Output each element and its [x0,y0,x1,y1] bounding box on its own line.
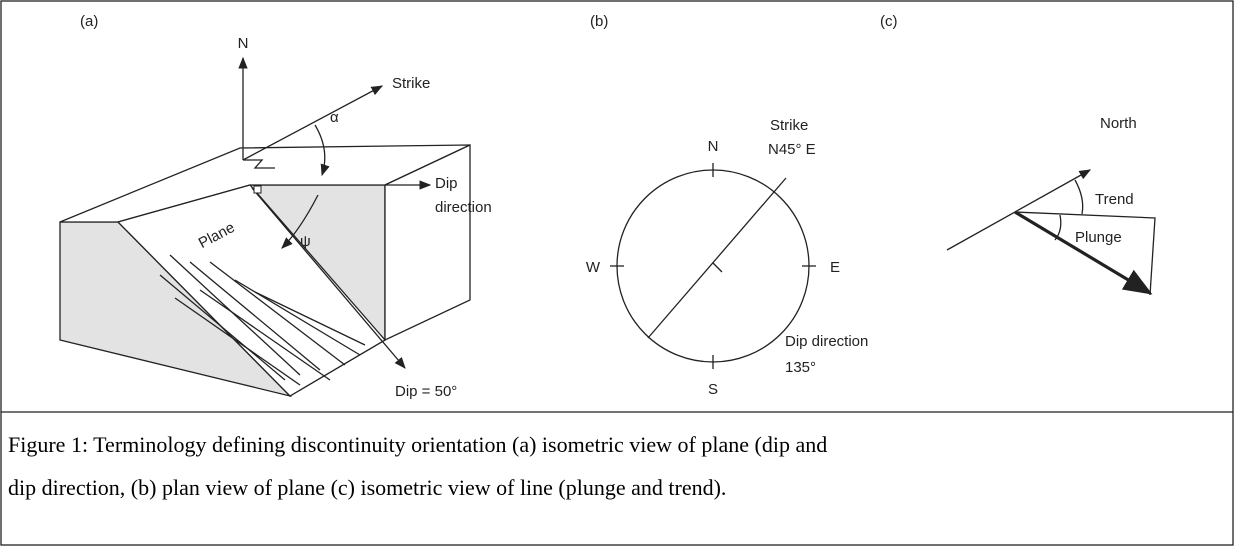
plunge-arrow [1014,210,1153,295]
stroke [209,261,346,366]
stroke [189,261,321,371]
stroke [254,291,366,346]
panel-label: (c) [880,13,898,30]
caption-line: Figure 1: Terminology defining discontin… [8,432,828,457]
panel-label: (a) [80,13,98,30]
strike-line [647,177,787,339]
psi-label: ψ [300,233,311,250]
strike-symbol [243,159,275,169]
strike-label: Strike [770,117,808,134]
dip-label: Dip = 50° [395,383,457,400]
north-label: North [1100,115,1137,132]
dip-direction-label: direction [435,199,492,216]
dip-direction-label: 135° [785,359,816,376]
plane-lines [159,254,366,386]
west-label: W [586,259,601,276]
stroke [159,274,286,381]
psi-arc [281,194,319,249]
alpha-label: α [330,109,339,126]
stroke [174,297,301,386]
compass-circle [616,169,810,363]
triangle [1014,211,1156,296]
strike-arrow [242,85,384,161]
north-arrow [946,169,1092,251]
strike-label: Strike [392,75,430,92]
caption-line: dip direction, (b) plan view of plane (c… [8,475,727,500]
plunge-arc [1054,214,1062,241]
strike-label: N45° E [768,141,816,158]
trend-arc [1074,179,1084,215]
alpha-arc [314,124,330,177]
plunge-label: Plunge [1075,229,1122,246]
east-label: E [830,259,840,276]
south-label: S [708,381,718,398]
panel-label: (b) [590,13,608,30]
panel-c: (c) North Trend Plunge [880,13,1156,296]
north-label: N [708,138,719,155]
stroke [199,289,331,381]
right-angle [253,185,262,194]
dip-direction-label: Dip [435,175,458,192]
dip-direction-label: Dip direction [785,333,868,350]
side-face [384,143,471,342]
dip-arrow [251,187,406,369]
dip-tick [712,262,723,273]
trend-label: Trend [1095,191,1134,208]
panel-b: (b) N S W E Strike N45° E Dip direction … [586,13,869,398]
north-label: N [238,35,249,52]
panel-a: (a) N Strike α ψ Dip direction Plane Dip… [59,13,492,400]
